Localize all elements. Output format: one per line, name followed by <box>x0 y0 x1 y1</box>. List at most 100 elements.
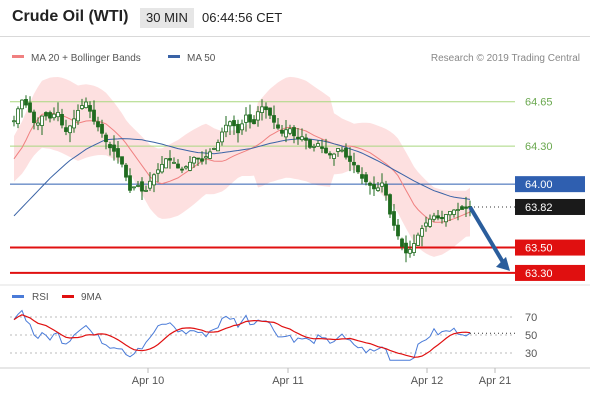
candle-body <box>44 112 48 117</box>
candle-body <box>432 215 436 220</box>
candle-body <box>424 222 428 227</box>
candle-body <box>88 105 92 112</box>
candle-body <box>80 105 84 109</box>
credit-text: Research © 2019 Trading Central <box>431 53 580 64</box>
candle-body <box>12 120 16 123</box>
candle-body <box>232 120 236 127</box>
bollinger-band <box>14 76 470 257</box>
candle-body <box>308 139 312 148</box>
candle-body <box>76 110 80 122</box>
candle-body <box>444 214 448 223</box>
rsi-tick-label: 70 <box>525 312 537 324</box>
level-label: 64.65 <box>525 97 553 109</box>
candle-body <box>140 181 144 192</box>
candle-body <box>452 209 456 215</box>
candle-body <box>340 149 344 152</box>
candle-body <box>420 228 424 237</box>
candle-body <box>252 119 256 125</box>
candle-body <box>384 183 388 196</box>
ma50-legend-swatch <box>168 55 180 58</box>
candle-body <box>376 187 380 191</box>
rsi-legend-swatch <box>12 295 24 298</box>
candle-body <box>40 115 44 126</box>
candle-body <box>84 101 88 109</box>
candle-body <box>28 102 32 113</box>
candle-body <box>68 125 72 134</box>
candle-body <box>108 144 112 149</box>
candle-body <box>180 168 184 171</box>
x-tick-label: Apr 10 <box>132 375 164 387</box>
candle-body <box>288 128 292 134</box>
candle-body <box>224 124 228 133</box>
candle-body <box>36 122 40 126</box>
candle-body <box>204 156 208 159</box>
forecast-arrow-head <box>496 256 510 271</box>
candle-body <box>428 218 432 227</box>
candle-body <box>52 113 56 119</box>
rsi-line <box>13 309 471 361</box>
candle-body <box>448 211 452 216</box>
candle-body <box>416 234 420 246</box>
level-label: 64.00 <box>525 179 553 191</box>
candle-body <box>152 174 156 186</box>
candle-body <box>136 185 140 187</box>
rsi-ma-line <box>13 314 471 358</box>
ma20-legend-label: MA 20 + Bollinger Bands <box>31 53 141 64</box>
header-divider <box>0 36 590 37</box>
candle-body <box>32 111 36 123</box>
candle-body <box>48 112 52 119</box>
candle-body <box>116 148 120 158</box>
candle-body <box>312 145 316 148</box>
candle-body <box>348 155 352 162</box>
instrument-title: Crude Oil (WTI) <box>12 8 129 25</box>
candle-body <box>280 129 284 134</box>
candle-body <box>176 163 180 169</box>
candle-body <box>228 121 232 127</box>
candle-body <box>100 123 104 134</box>
level-label: 63.82 <box>525 202 553 214</box>
candle-body <box>148 180 152 189</box>
candle-body <box>300 136 304 141</box>
level-label: 63.30 <box>525 268 553 280</box>
ma50-legend-label: MA 50 <box>187 53 216 64</box>
timeframe-badge[interactable]: 30 MIN <box>140 8 194 28</box>
candle-body <box>56 111 60 118</box>
candle-body <box>216 142 220 152</box>
candle-body <box>336 148 340 152</box>
support-label-box <box>515 264 585 281</box>
candle-body <box>372 184 376 190</box>
candle-body <box>128 175 132 191</box>
rsi-tick-label: 30 <box>525 348 537 360</box>
candle-body <box>324 147 328 154</box>
candle-body <box>412 243 416 253</box>
candle-body <box>436 215 440 219</box>
candle-body <box>284 129 288 138</box>
candle-body <box>72 118 76 129</box>
x-tick-label: Apr 12 <box>411 375 443 387</box>
candle-body <box>304 137 308 141</box>
candle-body <box>172 161 176 164</box>
x-tick-label: Apr 11 <box>272 375 304 387</box>
candle-body <box>464 206 468 209</box>
candle-body <box>460 206 464 210</box>
candle-body <box>196 157 200 160</box>
candle-body <box>248 114 252 123</box>
candle-body <box>264 106 268 111</box>
candle-body <box>96 121 100 128</box>
candle-body <box>132 186 136 189</box>
candle-body <box>456 209 460 211</box>
candle-body <box>244 114 248 123</box>
candle-body <box>120 156 124 165</box>
timestamp: 06:44:56 CET <box>202 10 283 25</box>
chart-header: Crude Oil (WTI) 30 MIN 06:44:56 CET <box>0 0 590 36</box>
ma20-legend-swatch <box>12 55 24 58</box>
candle-body <box>184 166 188 169</box>
candle-body <box>188 161 192 171</box>
candle-body <box>92 109 96 122</box>
candle-body <box>440 216 444 220</box>
candle-body <box>112 144 116 152</box>
candle-body <box>144 189 148 192</box>
candle-body <box>260 106 264 113</box>
candle-body <box>164 158 168 169</box>
